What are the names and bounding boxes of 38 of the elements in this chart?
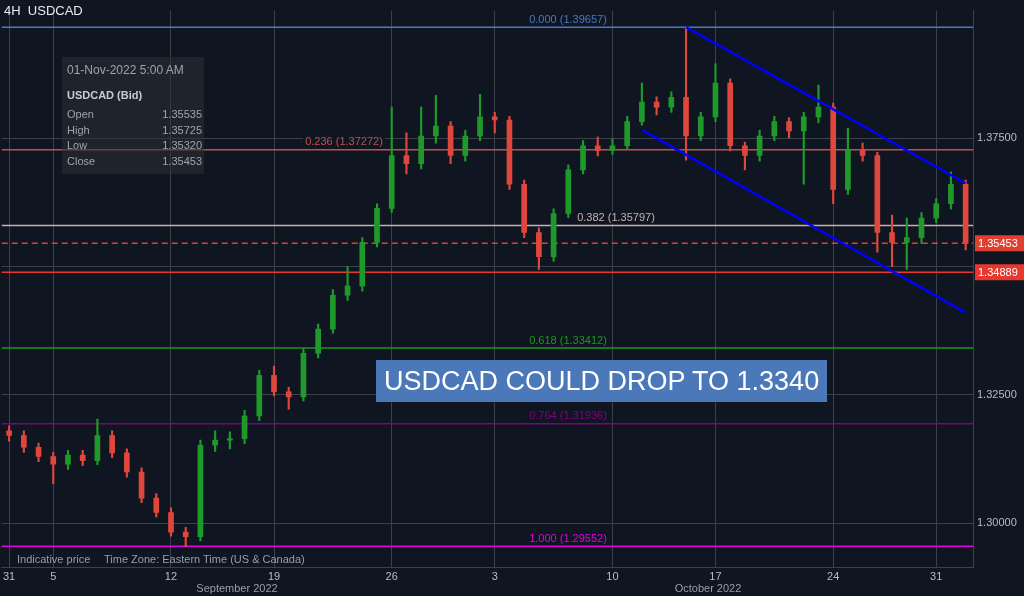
x-tick-label: 3 xyxy=(491,569,498,582)
ref-line-label: 0.236 (1.37272) xyxy=(305,135,383,148)
annotation: Close xyxy=(67,155,96,168)
ref-line-label: 0.000 (1.39657) xyxy=(529,12,607,25)
text: October 2022 xyxy=(674,582,742,595)
annotation: Time Zone: Eastern Time (US & Canada) xyxy=(104,553,305,566)
x-tick-label: 17 xyxy=(709,569,722,582)
annotation: 1.35535 xyxy=(162,108,202,121)
x-tick-label: 24 xyxy=(827,569,840,582)
x-tick-label: 31 xyxy=(930,569,943,582)
x-tick-label: 12 xyxy=(164,569,178,582)
annotation: USDCAD COULD DROP TO 1.3340 xyxy=(376,360,828,402)
annotation: USDCAD (Bid) xyxy=(67,89,143,102)
annotation: Open xyxy=(67,108,94,121)
y-tick-label: 1.32500 xyxy=(977,387,1017,400)
annotation: 1.35320 xyxy=(162,139,202,152)
candlestick xyxy=(403,132,410,175)
y-tick-label: 1.37500 xyxy=(977,131,1017,144)
x-tick-label: 19 xyxy=(267,569,281,582)
annotation: 1.35453 xyxy=(162,155,202,168)
ref-line-label: 0.618 (1.33412) xyxy=(529,333,607,346)
annotation: High xyxy=(67,124,90,137)
y-tick-label: 1.30000 xyxy=(977,516,1017,529)
x-tick-label: 31 xyxy=(2,569,16,582)
annotation: 01-Nov-2022 5:00 AM xyxy=(67,63,184,78)
x-tick-label: 26 xyxy=(385,569,398,582)
ref-line-label: 0.764 (1.31936) xyxy=(529,409,607,422)
annotation: Indicative price xyxy=(17,553,91,566)
chart-title: 4H USDCAD xyxy=(4,3,83,18)
ref-line-label: 0.382 (1.35797) xyxy=(577,211,655,224)
ref-line-label: 1.34889 xyxy=(978,266,1018,279)
ref-line-label: 1.000 (1.29552) xyxy=(529,531,607,544)
x-tick-label: 5 xyxy=(50,569,57,582)
text: September 2022 xyxy=(196,582,278,595)
annotation: 1.35725 xyxy=(162,124,202,137)
annotation: Low xyxy=(67,139,88,152)
x-tick-label: 10 xyxy=(606,569,619,582)
ref-line-label: 1.35453 xyxy=(978,237,1018,250)
